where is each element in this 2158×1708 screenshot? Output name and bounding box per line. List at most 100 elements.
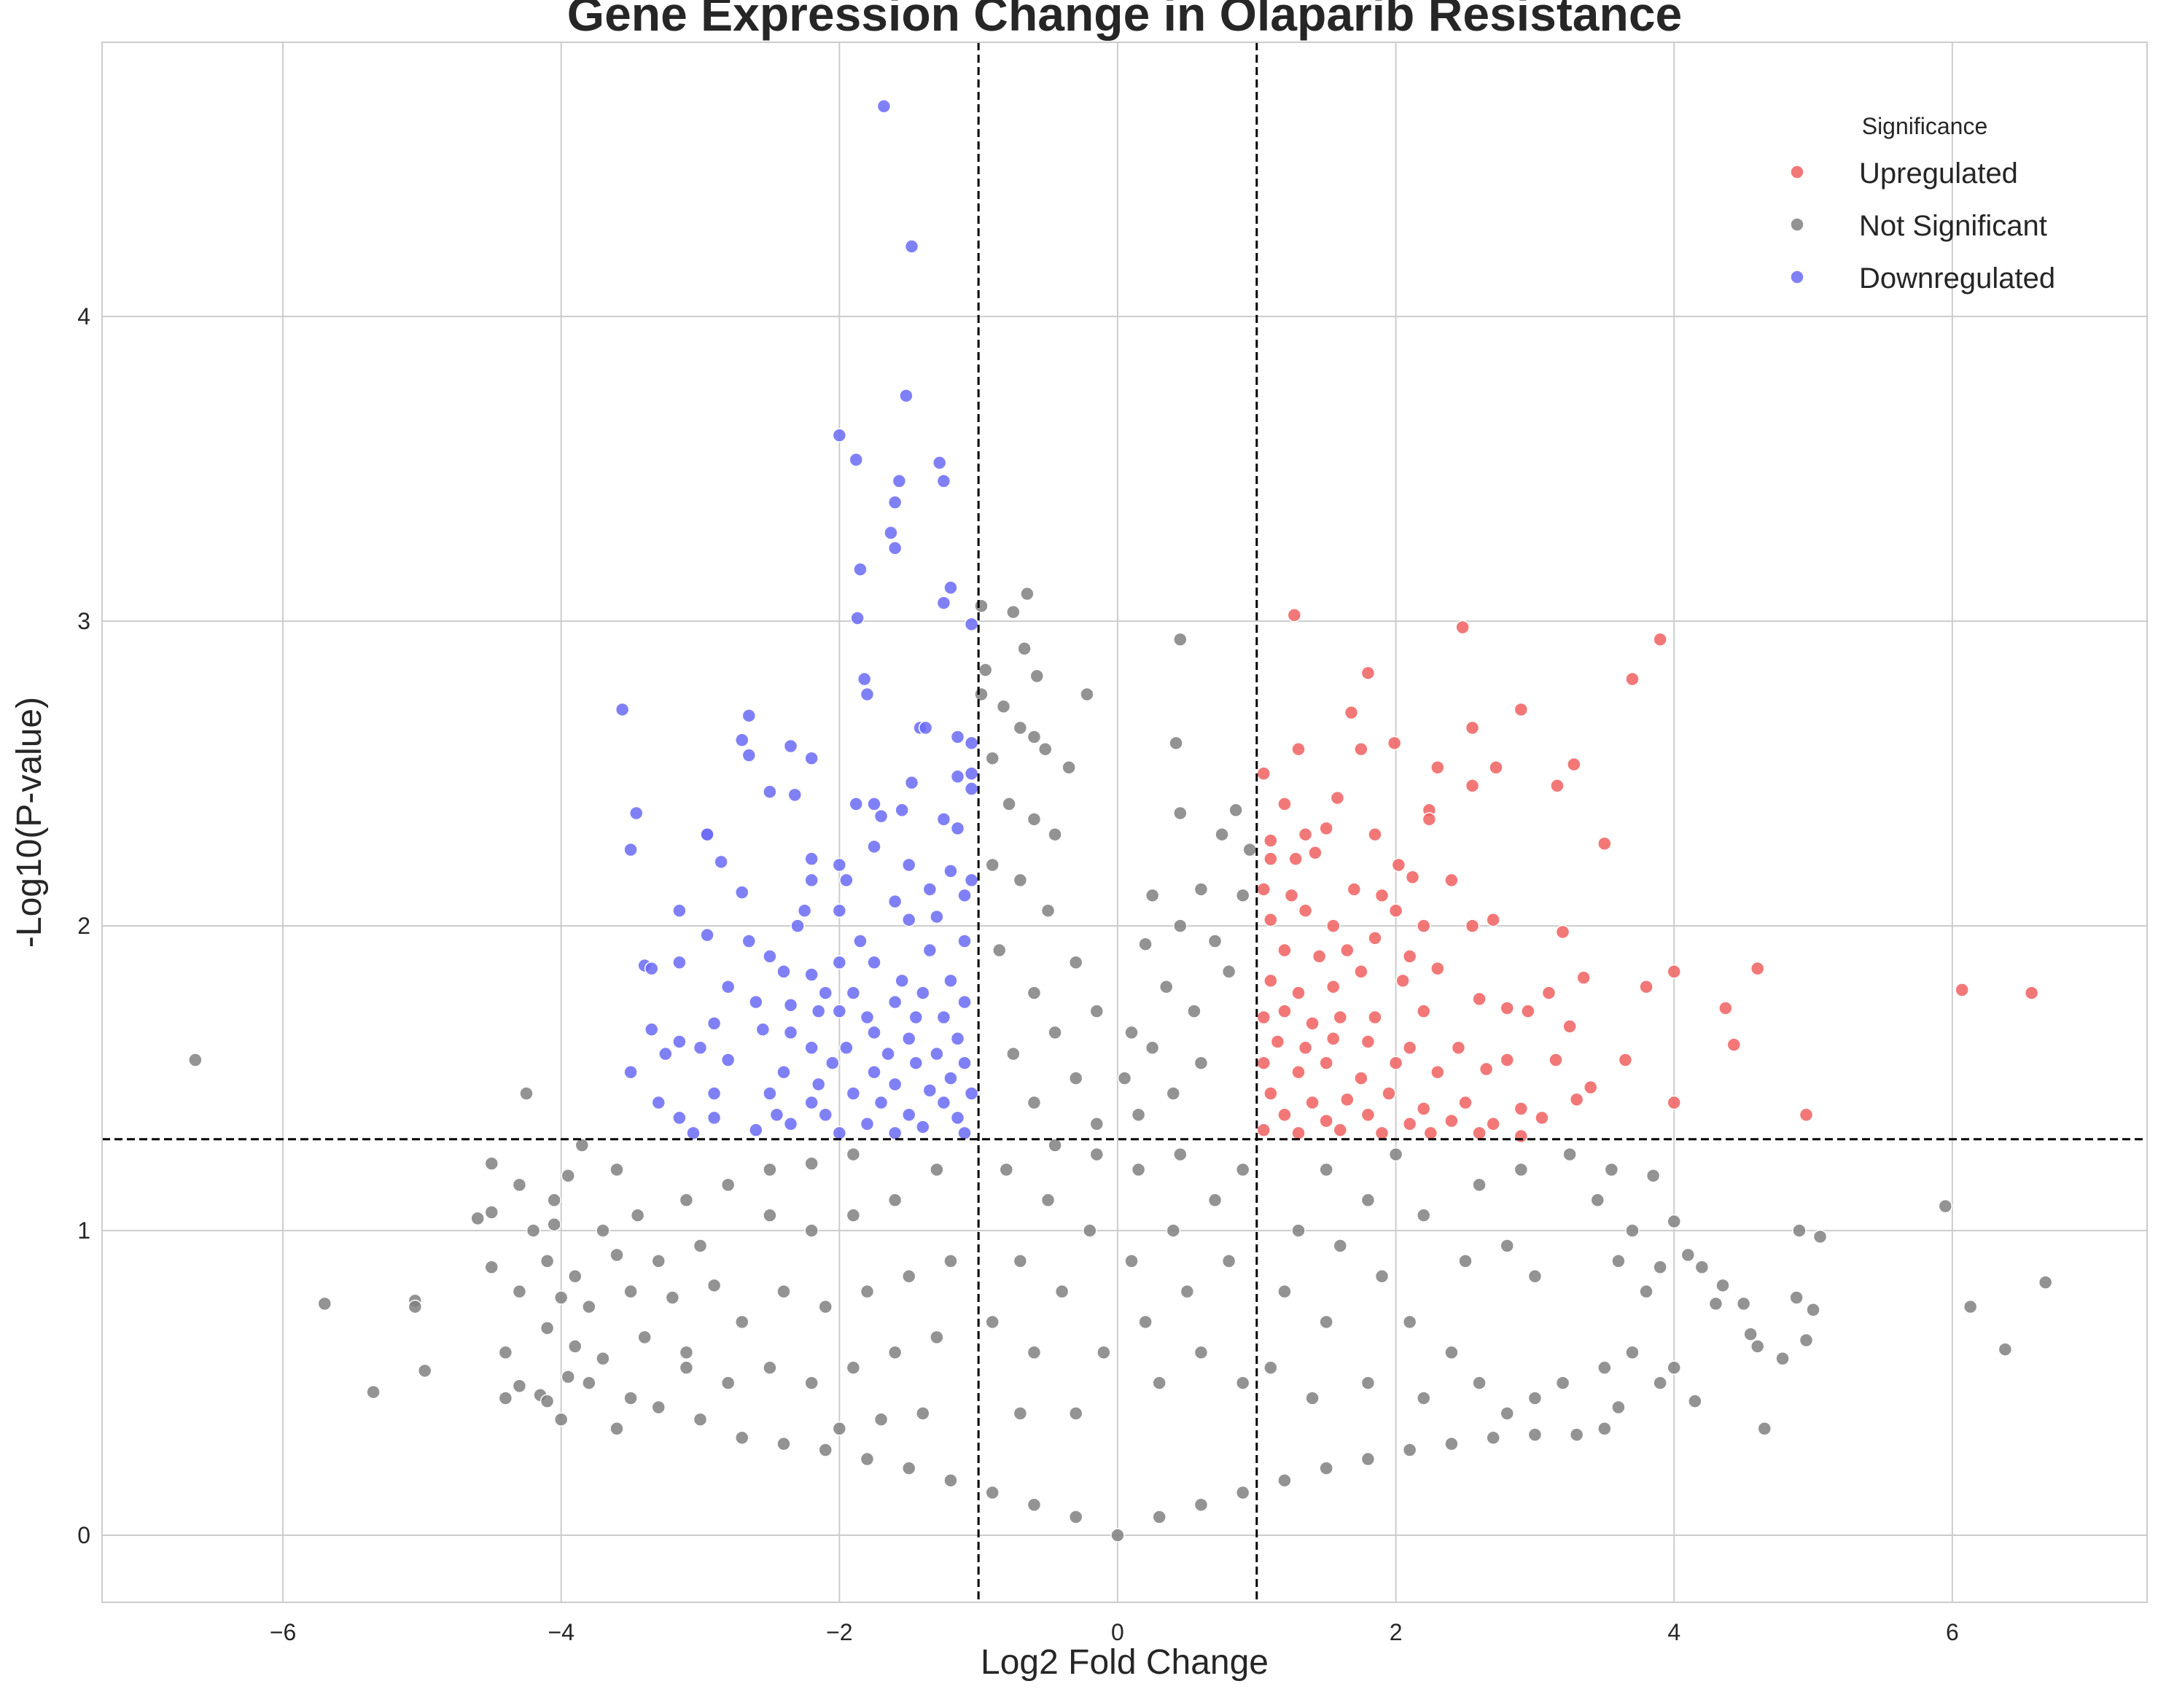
- downregulated-point: [741, 708, 757, 723]
- downregulated-point: [818, 1107, 833, 1122]
- y-tick-label: 0: [77, 1522, 90, 1548]
- downregulated-point: [849, 797, 863, 811]
- not-significant-point: [1096, 1345, 1111, 1360]
- not-significant-point: [1417, 1391, 1431, 1405]
- downregulated-point: [936, 474, 951, 488]
- not-significant-point: [498, 1345, 513, 1360]
- not-significant-point: [1500, 1406, 1514, 1421]
- x-tick-label: −4: [548, 1619, 574, 1645]
- not-significant-point: [763, 1162, 777, 1177]
- not-significant-point: [860, 1284, 875, 1299]
- not-significant-point: [1124, 1025, 1139, 1040]
- not-significant-point: [1158, 979, 1174, 994]
- upregulated-point: [1298, 1040, 1313, 1056]
- downregulated-point: [899, 389, 914, 403]
- upregulated-point: [1291, 1064, 1306, 1080]
- downregulated-point: [930, 1046, 944, 1061]
- downregulated-point: [672, 903, 687, 918]
- downregulated-point: [957, 888, 972, 903]
- not-significant-point: [706, 1278, 722, 1293]
- downregulated-point: [811, 1077, 826, 1092]
- not-significant-point: [1017, 642, 1032, 656]
- not-significant-point: [1117, 1071, 1132, 1085]
- downregulated-point: [832, 857, 847, 873]
- downregulated-point: [755, 1022, 771, 1037]
- upregulated-point: [1423, 1126, 1438, 1141]
- downregulated-point: [867, 839, 881, 854]
- not-significant-point: [623, 1391, 638, 1405]
- not-significant-point: [1402, 1314, 1417, 1330]
- not-significant-point: [1799, 1333, 1814, 1348]
- downregulated-point: [839, 1040, 854, 1056]
- not-significant-point: [1013, 720, 1028, 736]
- downregulated-point: [706, 1016, 722, 1031]
- not-significant-point: [846, 1147, 861, 1162]
- not-significant-point: [1388, 1147, 1403, 1162]
- downregulated-point: [873, 1095, 889, 1110]
- upregulated-point: [1374, 1126, 1390, 1141]
- downregulated-point: [964, 766, 979, 781]
- upregulated-point: [1567, 757, 1581, 772]
- upregulated-point: [1284, 888, 1299, 903]
- not-significant-point: [1193, 1056, 1209, 1070]
- upregulated-point: [1319, 1056, 1333, 1070]
- not-significant-point: [1625, 1223, 1640, 1238]
- upregulated-point: [1430, 760, 1445, 775]
- not-significant-point: [484, 1205, 499, 1220]
- upregulated-point: [1726, 1037, 1742, 1052]
- downregulated-point: [936, 812, 951, 827]
- not-significant-point: [470, 1211, 485, 1226]
- downregulated-point: [804, 1095, 819, 1110]
- downregulated-point: [686, 1126, 701, 1141]
- upregulated-point: [1402, 1040, 1417, 1056]
- not-significant-point: [1068, 1510, 1083, 1524]
- downregulated-point: [741, 748, 757, 763]
- not-significant-point: [1694, 1260, 1710, 1274]
- downregulated-point: [922, 1083, 938, 1098]
- not-significant-point: [1806, 1303, 1820, 1317]
- not-significant-point: [1750, 1339, 1765, 1354]
- not-significant-point: [568, 1339, 583, 1354]
- not-significant-point: [735, 1314, 749, 1330]
- not-significant-point: [1812, 1229, 1828, 1244]
- upregulated-point: [1451, 1040, 1466, 1056]
- not-significant-point: [887, 1345, 903, 1360]
- upregulated-point: [1625, 671, 1640, 687]
- not-significant-point: [1590, 1193, 1605, 1208]
- not-significant-point: [1789, 1290, 1804, 1305]
- downregulated-point: [964, 1086, 979, 1101]
- upregulated-point: [1541, 986, 1557, 1000]
- downregulated-point: [804, 1040, 819, 1056]
- legend-entries: Upregulated Not Significant Downregulated: [1790, 157, 2055, 295]
- not-significant-point: [679, 1193, 694, 1208]
- not-significant-point: [366, 1384, 381, 1400]
- threshold-lines: [102, 42, 2147, 1602]
- upregulated-point: [1263, 851, 1278, 866]
- upregulated-point: [1750, 961, 1765, 976]
- not-significant-point: [1472, 1177, 1487, 1193]
- not-significant-point: [985, 857, 1000, 873]
- upregulated-point: [1330, 790, 1345, 806]
- upregulated-point: [1325, 919, 1341, 933]
- upregulated-point: [1325, 979, 1341, 994]
- not-significant-point: [1792, 1223, 1807, 1238]
- not-significant-point: [1089, 1147, 1105, 1162]
- downregulated-point: [706, 1086, 722, 1101]
- downregulated-point: [887, 894, 903, 909]
- not-significant-point: [1013, 873, 1028, 888]
- downregulated-point: [867, 1064, 881, 1080]
- downregulated-point: [887, 1126, 903, 1141]
- not-significant-point: [679, 1345, 694, 1360]
- upregulated-point: [1360, 1034, 1376, 1049]
- upregulated-point: [1402, 949, 1417, 964]
- upregulated-point: [1263, 1086, 1278, 1101]
- not-significant-point: [1360, 1451, 1376, 1467]
- not-significant-point: [1048, 827, 1062, 842]
- upregulated-point: [1354, 741, 1368, 757]
- not-significant-point: [519, 1086, 534, 1101]
- not-significant-point: [1040, 903, 1056, 918]
- not-significant-point: [1193, 1497, 1209, 1512]
- not-significant-point: [512, 1177, 527, 1193]
- upregulated-point: [1618, 1053, 1633, 1067]
- downregulated-point: [623, 1064, 638, 1080]
